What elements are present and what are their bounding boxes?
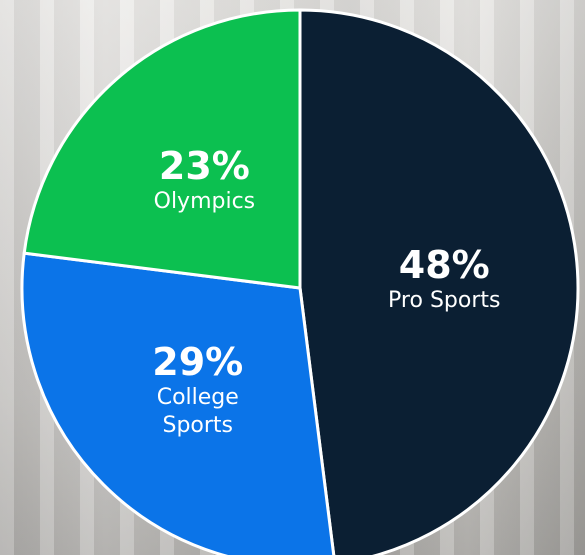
slice-label: 48%Pro Sports <box>369 243 519 315</box>
value-label: 29% <box>123 340 273 384</box>
category-label: College Sports <box>138 384 258 440</box>
slice-label: 29%College Sports <box>123 340 273 440</box>
page: {"chart_data": {"type": "pie", "categori… <box>0 0 585 555</box>
category-label: Olympics <box>144 188 264 216</box>
value-label: 48% <box>369 243 519 287</box>
value-label: 23% <box>129 144 279 188</box>
slice-label: 23%Olympics <box>129 144 279 216</box>
category-label: Pro Sports <box>384 287 504 315</box>
